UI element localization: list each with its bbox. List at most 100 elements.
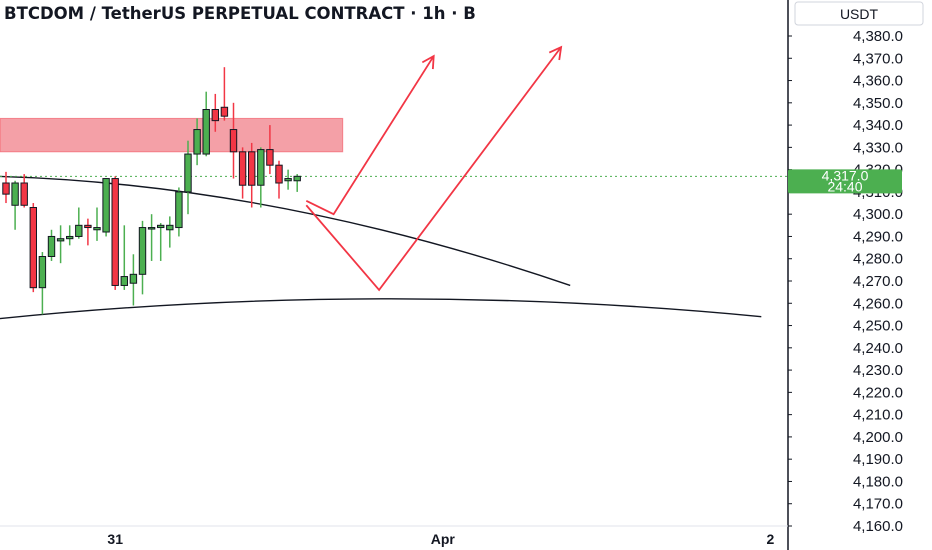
candle-body: [284, 178, 292, 182]
trend-curve-1: [0, 175, 571, 287]
candle: [175, 187, 183, 237]
candle: [47, 229, 56, 261]
candle: [93, 207, 101, 241]
candle: [229, 102, 238, 179]
resistance-zone: [0, 117, 344, 153]
y-tick-label: 4,330.0: [853, 139, 903, 156]
y-tick-label: 4,270.0: [853, 273, 903, 290]
y-tick-label: 4,190.0: [853, 451, 903, 468]
y-tick-label: 4,200.0: [853, 429, 903, 446]
drawn-paths: [305, 45, 563, 292]
candle-body: [138, 227, 147, 275]
candle: [38, 252, 47, 315]
candle: [29, 203, 38, 293]
trend-curve-2: [0, 298, 762, 320]
last-price-value: 4,317.0: [822, 167, 869, 183]
y-tick-label: 4,340.0: [853, 117, 903, 134]
candle: [84, 218, 92, 246]
candle-body: [120, 276, 128, 286]
candle: [11, 180, 19, 230]
y-tick-label: 4,290.0: [853, 228, 903, 245]
candle: [102, 178, 110, 237]
y-tick-label: 4,350.0: [853, 95, 903, 112]
candle-body: [47, 235, 56, 257]
candle-body: [93, 227, 101, 231]
last-price-countdown: 24:40: [827, 178, 862, 194]
candle: [75, 207, 83, 239]
candles: [2, 67, 301, 315]
price-axis[interactable]: 4,380.0 4,370.0 4,360.0 4,350.0 4,340.0 4,330…: [788, 28, 903, 535]
arrowhead-icon: [421, 54, 435, 70]
candle-body: [175, 191, 183, 229]
candle: [111, 176, 119, 290]
candle: [266, 125, 274, 175]
currency-button[interactable]: [794, 1, 924, 26]
candle: [2, 171, 10, 204]
candle: [202, 91, 210, 157]
projection-path-2: [305, 46, 562, 292]
candle-body: [102, 178, 110, 233]
candle: [275, 160, 283, 199]
candle: [293, 174, 301, 192]
candle: [138, 220, 147, 295]
candle-body: [166, 224, 174, 231]
candle-body: [211, 109, 220, 122]
y-tick-label: 4,260.0: [853, 295, 903, 312]
candle-body: [157, 224, 165, 229]
y-tick-label: 4,230.0: [853, 362, 903, 379]
projection-path-1: [305, 55, 435, 216]
x-tick-label: Apr: [431, 531, 456, 547]
candle: [248, 142, 256, 208]
candle: [193, 118, 201, 166]
candle-body: [20, 182, 28, 206]
y-tick-label: 4,280.0: [853, 251, 903, 268]
y-tick-label: 4,250.0: [853, 318, 903, 335]
candle-body: [2, 182, 10, 195]
arrowhead-icon: [548, 45, 563, 61]
candle-body: [229, 129, 238, 153]
x-tick-label: 2: [767, 531, 775, 547]
y-tick-label: 4,170.0: [853, 496, 903, 513]
candle: [166, 216, 174, 248]
last-price-tag: 4,317.0 24:40: [788, 167, 902, 194]
candle-body: [129, 273, 138, 284]
y-tick-label: 4,360.0: [853, 73, 903, 90]
candle-body: [202, 109, 210, 155]
candle-body: [193, 129, 201, 155]
y-tick-label: 4,380.0: [853, 28, 903, 45]
candle-body: [66, 235, 74, 240]
time-axis[interactable]: 31 Apr 2: [107, 531, 774, 547]
candle: [147, 214, 156, 261]
candle-body: [75, 224, 83, 237]
candle: [284, 169, 292, 190]
candle-body: [257, 149, 265, 186]
candle-body: [266, 149, 274, 166]
candle: [184, 140, 192, 215]
currency-selector[interactable]: USDT: [794, 1, 924, 26]
candle-body: [275, 164, 283, 184]
candle-body: [38, 256, 47, 289]
candle-body: [56, 238, 65, 242]
currency-label: USDT: [840, 6, 879, 22]
y-tick-label: 4,160.0: [853, 518, 903, 535]
candle-body: [220, 106, 229, 117]
last-price-tag-bg: [788, 169, 902, 194]
candle: [120, 225, 128, 290]
candle-body: [248, 151, 256, 186]
candle: [129, 254, 138, 306]
candle-body: [184, 153, 192, 193]
zone-layer: [0, 117, 344, 153]
y-tick-label: 4,240.0: [853, 340, 903, 357]
candle-body: [11, 182, 19, 206]
candle-body: [238, 151, 247, 186]
candle: [66, 225, 74, 246]
candle: [20, 174, 28, 208]
candle-body: [147, 227, 156, 230]
candle: [220, 67, 229, 121]
candle: [56, 225, 65, 264]
candle: [257, 147, 265, 208]
candle: [157, 223, 165, 261]
candle: [238, 147, 247, 199]
